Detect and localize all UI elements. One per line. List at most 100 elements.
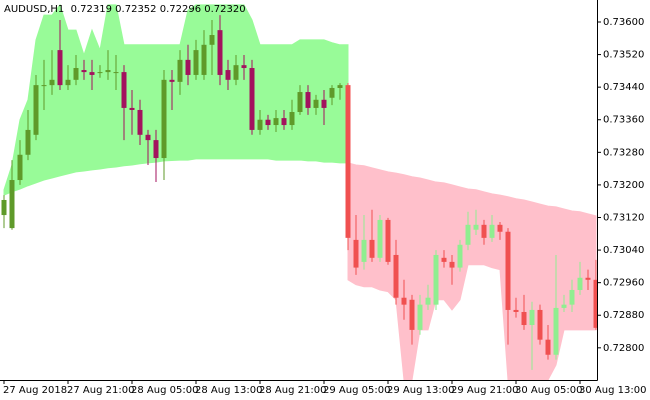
candle-body (249, 68, 255, 130)
y-tick-label: 0.72960 (603, 278, 644, 289)
candle-body (585, 277, 591, 280)
candle-body (577, 277, 583, 290)
candle-body (553, 307, 559, 355)
candle-body (57, 50, 63, 86)
candle-body (97, 72, 103, 74)
candle-body (569, 289, 575, 305)
candle-body (393, 254, 399, 298)
y-tick-label: 0.73200 (603, 180, 644, 191)
candle-body (593, 279, 597, 328)
y-tick-label: 0.73440 (603, 82, 644, 93)
candle-body (433, 254, 439, 305)
candle-body (145, 134, 151, 141)
candle-body (73, 68, 79, 80)
y-tick-label: 0.73600 (603, 17, 644, 28)
candle-body (33, 85, 39, 135)
candle-body (241, 65, 247, 69)
x-tick-label: 29 Aug 21:00 (451, 385, 518, 396)
candle-body (473, 224, 479, 230)
candle-body (329, 87, 335, 98)
candle-body (225, 70, 231, 80)
candle-body (521, 311, 527, 326)
candle-body (193, 50, 199, 75)
candle-body (497, 224, 503, 232)
candle-body (17, 154, 23, 181)
candle-body (129, 107, 135, 110)
band-area (347, 162, 597, 380)
candle-body (105, 70, 111, 73)
candle-body (401, 297, 407, 305)
candle-body (385, 219, 391, 262)
candle-body (417, 304, 423, 330)
candle-body (81, 70, 87, 73)
band-area (3, 3, 349, 196)
candle-body (1, 199, 7, 216)
y-tick-label: 0.73120 (603, 212, 644, 223)
candle-body (169, 79, 175, 82)
y-tick-label: 0.72800 (603, 343, 644, 354)
candle-body (441, 257, 447, 262)
candle-body (177, 59, 183, 82)
x-tick-label: 27 Aug 21:00 (67, 385, 134, 396)
candle-body (377, 219, 383, 258)
candle-body (273, 118, 279, 126)
candle-body (217, 30, 223, 75)
candle-body (409, 299, 415, 330)
candle-body (529, 309, 535, 326)
candle-body (297, 92, 303, 113)
candle-body (209, 35, 215, 45)
candle-body (465, 224, 471, 245)
x-tick-label: 30 Aug 05:00 (515, 385, 582, 396)
candle-body (137, 109, 143, 135)
candle-body (25, 129, 31, 155)
x-tick-label: 28 Aug 05:00 (131, 385, 198, 396)
candle-body (321, 99, 327, 108)
candle-body (49, 79, 55, 86)
candle-body (425, 297, 431, 305)
candle-body (361, 239, 367, 262)
x-tick-label: 28 Aug 21:00 (259, 385, 326, 396)
candle-body (449, 261, 455, 268)
x-tick-label: 28 Aug 13:00 (195, 385, 262, 396)
y-tick-label: 0.73040 (603, 245, 644, 256)
candle-body (457, 244, 463, 268)
candle-body (481, 224, 487, 238)
candle-body (161, 79, 167, 159)
candle-body (513, 309, 519, 312)
candle-body (369, 239, 375, 258)
candle-body (537, 309, 543, 340)
candle-body (41, 85, 47, 87)
x-tick-label: 29 Aug 13:00 (387, 385, 454, 396)
y-tick-label: 0.73280 (603, 147, 644, 158)
x-tick-label: 29 Aug 05:00 (323, 385, 390, 396)
candle-body (545, 339, 551, 355)
candle-body (489, 224, 495, 238)
y-tick-label: 0.72880 (603, 310, 644, 321)
candle-body (289, 112, 295, 126)
candle-body (113, 72, 119, 74)
candle-body (185, 59, 191, 75)
y-tick-label: 0.73360 (603, 115, 644, 126)
candle-body (233, 65, 239, 80)
candle-body (345, 85, 351, 238)
chart-title: AUDUSD,H1 0.72319 0.72352 0.72296 0.7232… (4, 4, 246, 15)
candle-body (337, 85, 343, 88)
candle-body (281, 118, 287, 126)
x-tick-label: 27 Aug 2018 (3, 385, 67, 396)
candle-body (9, 180, 15, 229)
candle-body (65, 79, 71, 86)
candle-body (121, 72, 127, 108)
candle-body (257, 119, 263, 130)
candle-body (505, 231, 511, 310)
candle-body (153, 140, 159, 159)
x-tick-label: 30 Aug 13:00 (579, 385, 646, 396)
candle-body (201, 44, 207, 75)
candle-body (353, 239, 359, 268)
candle-body (305, 92, 311, 108)
candle-body (561, 304, 567, 308)
plot-area (1, 3, 597, 380)
candle-body (313, 99, 319, 108)
candle-body (265, 119, 271, 126)
candle-body (89, 72, 95, 75)
